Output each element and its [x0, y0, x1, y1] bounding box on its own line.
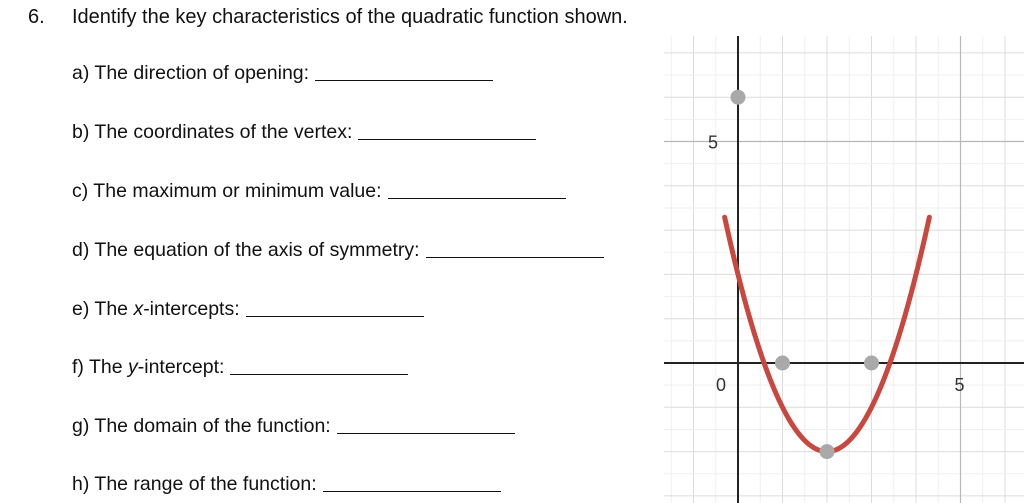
highlighted-point-3	[819, 444, 835, 460]
part-e-label: e) The x-intercepts:	[72, 298, 240, 320]
part-c-label: c) The maximum or minimum value:	[72, 180, 382, 202]
part-a: a) The direction of opening:	[72, 62, 494, 85]
part-d-label: d) The equation of the axis of symmetry:	[72, 239, 420, 261]
graph-grid	[664, 36, 1024, 503]
part-c-answer-blank[interactable]	[387, 197, 566, 199]
part-a-label: a) The direction of opening:	[72, 62, 310, 84]
part-h-answer-blank[interactable]	[322, 490, 501, 492]
highlighted-points	[730, 89, 879, 460]
part-f-label: f) The y-intercept:	[72, 356, 225, 378]
part-b: b) The coordinates of the vertex:	[72, 121, 537, 144]
part-f: f) The y-intercept:	[72, 356, 409, 379]
question-prompt: Identify the key characteristics of the …	[72, 6, 628, 28]
x-tick-label-0: 0	[716, 375, 726, 395]
part-g-answer-blank[interactable]	[336, 432, 515, 434]
y-tick-label-5: 5	[708, 133, 718, 153]
x-tick-label-5: 5	[955, 375, 965, 395]
part-e-answer-blank[interactable]	[245, 315, 424, 317]
part-g: g) The domain of the function:	[72, 415, 515, 438]
part-d-answer-blank[interactable]	[425, 256, 604, 258]
part-h: h) The range of the function:	[72, 473, 501, 496]
part-a-answer-blank[interactable]	[315, 79, 494, 81]
part-g-label: g) The domain of the function:	[72, 415, 331, 437]
part-c: c) The maximum or minimum value:	[72, 180, 566, 203]
highlighted-point-0	[730, 89, 746, 105]
tick-labels: 0 5 5	[708, 133, 965, 396]
highlighted-point-1	[775, 355, 790, 371]
part-e: e) The x-intercepts:	[72, 298, 424, 321]
part-b-answer-blank[interactable]	[358, 138, 537, 140]
graph-axes	[664, 36, 1024, 503]
part-d: d) The equation of the axis of symmetry:	[72, 239, 604, 262]
question-number: 6.	[28, 6, 45, 28]
part-b-label: b) The coordinates of the vertex:	[72, 121, 353, 143]
part-f-answer-blank[interactable]	[230, 373, 409, 375]
quadratic-graph: 0 5 5	[664, 36, 1024, 503]
highlighted-point-2	[864, 355, 879, 371]
part-h-label: h) The range of the function:	[72, 473, 317, 495]
